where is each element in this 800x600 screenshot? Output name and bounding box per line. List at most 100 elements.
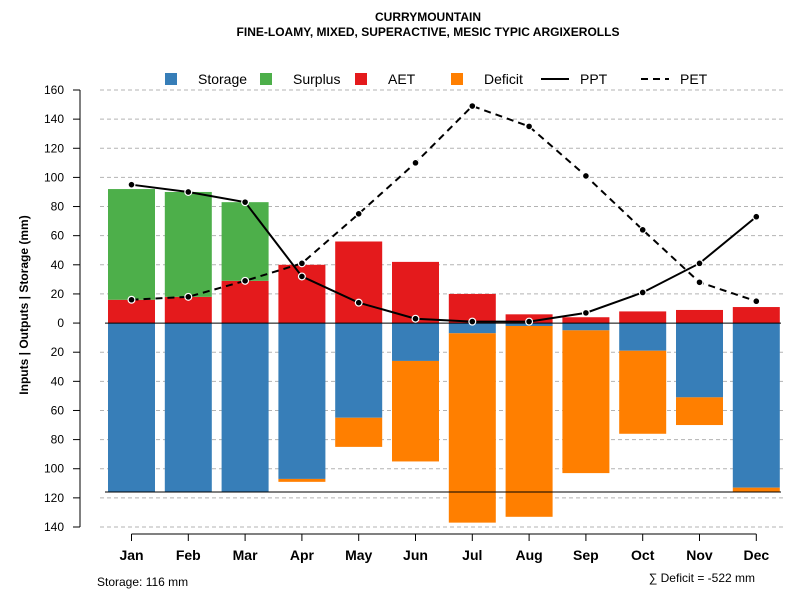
y-tick-label: 40 — [51, 374, 65, 388]
legend-swatch-deficit — [451, 73, 463, 85]
pet-line-point — [638, 225, 647, 234]
x-tick-label: Mar — [233, 547, 258, 563]
deficit-bar-jun — [392, 360, 439, 462]
ppt-line-point — [297, 272, 306, 281]
x-tick-label: Aug — [515, 547, 542, 563]
ppt-line-point — [581, 308, 590, 317]
surplus-bar-mar — [221, 202, 269, 281]
ppt-line-point — [127, 180, 136, 189]
storage-bar-jan — [108, 323, 155, 493]
y-tick-label: 20 — [51, 345, 65, 359]
storage-bar-sep — [562, 323, 610, 331]
y-axis: 160 140 120 100 80 60 40 20 0 20 40 60 80 100 120 140 — [44, 83, 81, 534]
y-tick-label: 20 — [51, 287, 65, 301]
surplus-bar-jan — [108, 189, 155, 300]
storage-bar-nov — [676, 323, 723, 398]
legend-swatch-surplus — [260, 73, 272, 85]
aet-bar-feb — [164, 296, 212, 324]
ppt-line-point — [468, 317, 477, 326]
storage-bar-jun — [392, 323, 439, 361]
gridlines — [100, 89, 785, 528]
storage-note: Storage: 116 mm — [97, 575, 188, 589]
pet-line-point — [695, 278, 704, 287]
deficit-bar-sep — [562, 330, 610, 474]
ppt-line-point — [411, 314, 420, 323]
pet-line-point — [354, 209, 363, 218]
bars — [105, 189, 781, 523]
aet-bar-mar — [221, 280, 269, 324]
aet-bar-sep — [562, 317, 610, 324]
deficit-bar-oct — [619, 350, 667, 434]
ppt-line-point — [752, 212, 761, 221]
storage-bar-feb — [164, 323, 212, 493]
y-tick-label: 140 — [44, 520, 64, 534]
pet-line-point — [241, 276, 250, 285]
deficit-bar-may — [335, 417, 383, 447]
x-tick-label: Nov — [686, 547, 713, 563]
chart-title: CURRYMOUNTAIN — [375, 10, 481, 24]
x-tick-label: Sep — [573, 547, 599, 563]
y-tick-label: 100 — [44, 170, 64, 184]
x-tick-label: Jul — [462, 547, 482, 563]
pet-line-point — [184, 292, 193, 301]
pet-line-point — [411, 158, 420, 167]
deficit-bar-apr — [278, 478, 326, 482]
chart-subtitle: FINE-LOAMY, MIXED, SUPERACTIVE, MESIC TY… — [237, 25, 620, 39]
ppt-line-point — [184, 187, 193, 196]
ppt-line-point — [241, 198, 250, 207]
y-axis-label: Inputs | Outputs | Storage (mm) — [17, 215, 31, 394]
y-tick-label: 40 — [51, 258, 65, 272]
storage-bar-apr — [278, 323, 326, 479]
y-tick-label: 80 — [51, 200, 65, 214]
pet-line-point — [525, 122, 534, 131]
x-tick-label: Apr — [290, 547, 315, 563]
y-tick-label: 100 — [44, 462, 64, 476]
ppt-line — [131, 183, 757, 323]
storage-bar-mar — [221, 323, 269, 493]
x-tick-label: Jun — [403, 547, 428, 563]
legend-label-aet: AET — [388, 71, 416, 87]
legend-label-pet: PET — [680, 71, 708, 87]
ppt-line-point — [354, 298, 363, 307]
x-axis: Jan Feb Mar Apr May Jun Jul Aug Sep Oct Nov Dec — [119, 533, 769, 563]
y-tick-label: 80 — [51, 433, 65, 447]
deficit-bar-jul — [448, 333, 496, 523]
storage-bar-may — [335, 323, 383, 418]
legend-swatch-aet — [355, 73, 367, 85]
y-tick-label: 60 — [51, 403, 65, 417]
pet-line-point — [581, 171, 590, 180]
aet-bar-nov — [676, 309, 723, 324]
storage-bar-oct — [619, 323, 667, 351]
legend-label-surplus: Surplus — [293, 71, 340, 87]
y-tick-label: 140 — [44, 112, 64, 126]
pet-line-point — [127, 295, 136, 304]
ppt-line-point — [638, 288, 647, 297]
storage-bar-jul — [448, 323, 496, 334]
aet-bar-dec — [732, 307, 780, 324]
surplus-bar-feb — [164, 191, 212, 297]
aet-bar-jun — [392, 261, 439, 324]
storage-bar-dec — [732, 323, 780, 488]
legend-label-ppt: PPT — [580, 71, 608, 87]
deficit-bar-nov — [676, 397, 723, 426]
legend: Storage Surplus AET Deficit PPT PET — [165, 71, 708, 87]
aet-bar-may — [335, 241, 383, 324]
pet-line-point — [468, 102, 477, 111]
pet-line-point — [297, 259, 306, 268]
x-tick-label: Jan — [119, 547, 143, 563]
deficit-bar-dec — [732, 487, 780, 493]
legend-label-deficit: Deficit — [484, 71, 523, 87]
y-tick-label: 0 — [57, 316, 64, 330]
x-tick-label: May — [345, 547, 372, 563]
aet-bar-jan — [108, 299, 155, 324]
legend-swatch-storage — [165, 73, 177, 85]
x-tick-label: Feb — [176, 547, 201, 563]
y-tick-label: 60 — [51, 229, 65, 243]
pet-line-point — [752, 297, 761, 306]
y-tick-label: 120 — [44, 491, 64, 505]
lines — [127, 102, 761, 326]
deficit-note: ∑ Deficit = -522 mm — [649, 571, 755, 585]
x-tick-label: Dec — [743, 547, 769, 563]
legend-label-storage: Storage — [198, 71, 247, 87]
